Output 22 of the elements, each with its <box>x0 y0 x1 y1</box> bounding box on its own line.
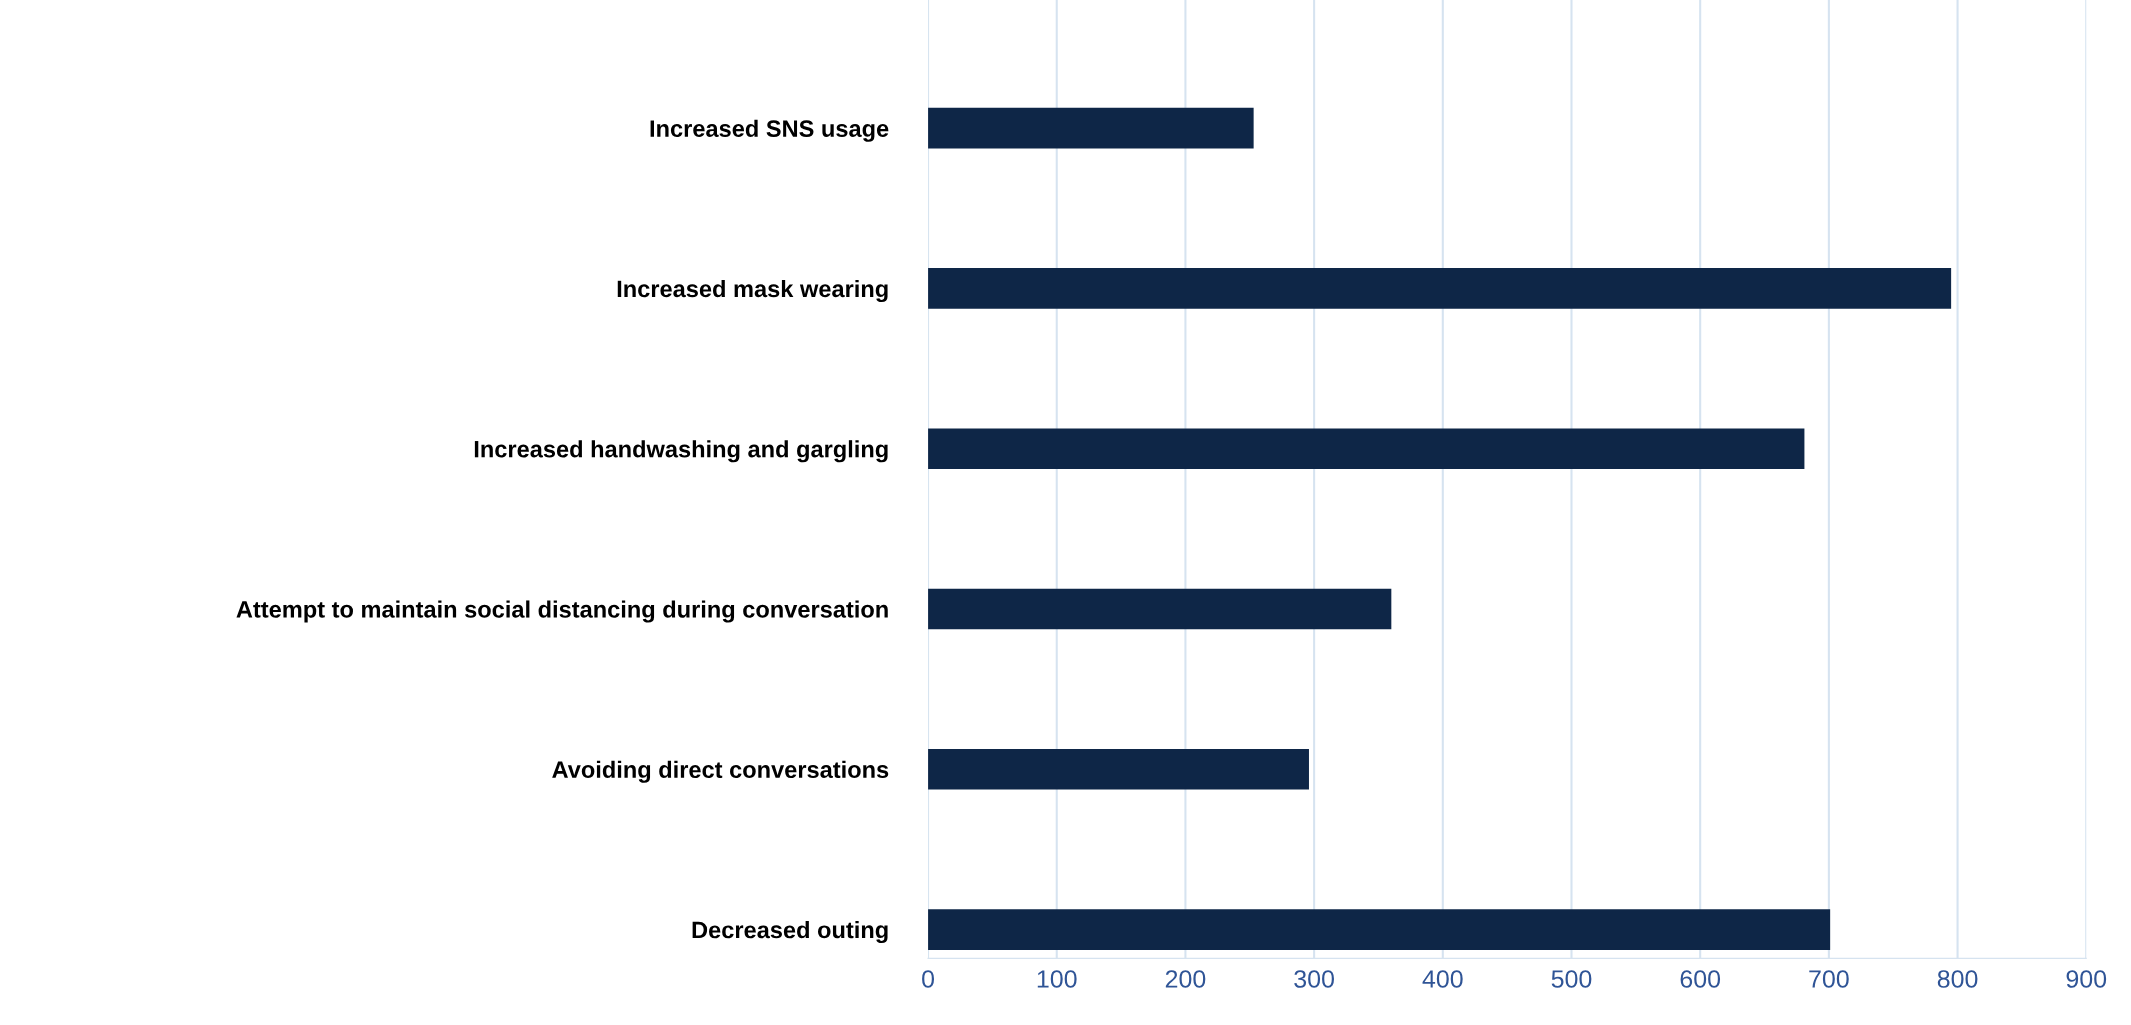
y-tick-label: Avoiding direct conversations <box>552 760 889 783</box>
x-tick-label: 800 <box>1937 970 1978 988</box>
y-tick-label: Increased SNS usage <box>650 119 889 142</box>
x-tick-label: 400 <box>1422 970 1463 988</box>
x-tick-label: 300 <box>1294 970 1334 988</box>
bar <box>928 428 1805 470</box>
bar <box>928 748 1309 790</box>
y-tick-label: Attempt to maintain social distancing during conversation <box>236 600 888 623</box>
x-tick-label: 600 <box>1680 970 1721 988</box>
x-tick-label: 500 <box>1551 970 1592 988</box>
y-tick-label: Increased mask wearing <box>617 279 888 303</box>
x-tick-label: 700 <box>1809 970 1849 988</box>
x-tick-label: 100 <box>1037 970 1077 988</box>
x-tick-label: 0 <box>922 970 935 988</box>
x-tick-label: 900 <box>2066 970 2107 988</box>
y-tick-label: Increased handwashing and gargling <box>474 440 888 463</box>
bar <box>928 268 1952 309</box>
x-tick-label: 200 <box>1165 970 1206 988</box>
y-tick-label: Decreased outing <box>692 920 888 944</box>
bar <box>928 588 1392 630</box>
bar <box>928 909 1831 950</box>
bar <box>928 107 1254 149</box>
